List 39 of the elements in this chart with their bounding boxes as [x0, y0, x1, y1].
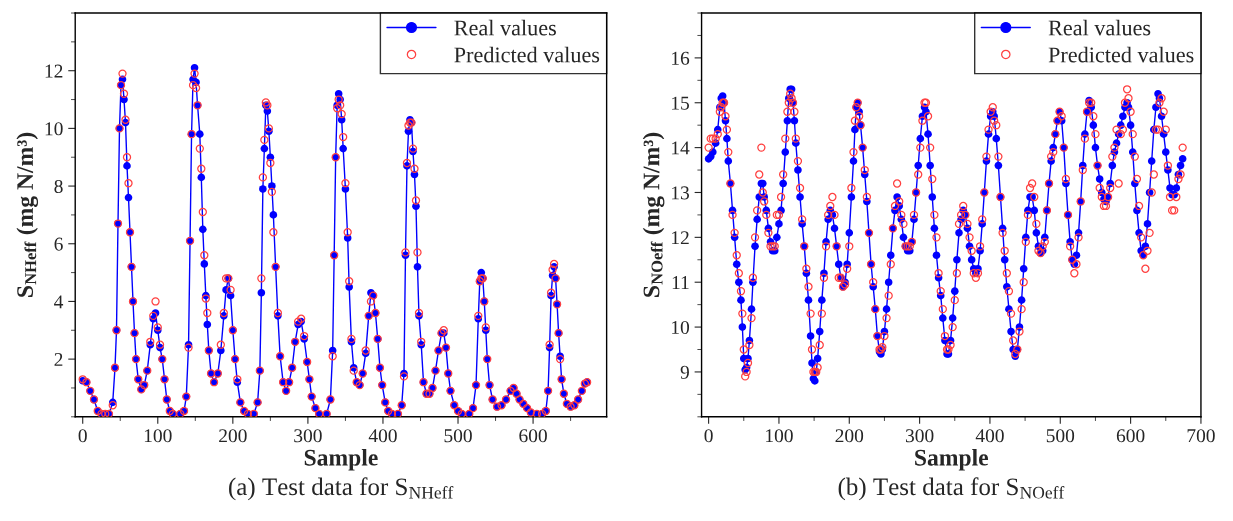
- y-tick-label: 9: [680, 365, 689, 379]
- text: (b) Test data for S$_{NOeff}$: [838, 477, 1065, 501]
- y-tick-label: 8: [54, 179, 63, 194]
- x-tick-label: 500: [444, 429, 472, 443]
- legend-label: Predicted values: [454, 46, 600, 63]
- x-tick-label: 400: [975, 429, 1004, 443]
- y-tick-label: 4: [54, 295, 64, 309]
- x-tick-label: 300: [905, 429, 934, 443]
- y-axis-title: S$_{NHeff}$ (mg N/m³): [16, 132, 39, 297]
- y-tick-label: 12: [45, 64, 63, 78]
- x-tick-label: 300: [294, 429, 322, 443]
- y-tick-label: 12: [672, 231, 689, 245]
- y-axis-title: S$_{NOeff}$ (mg N/m³): [642, 132, 665, 297]
- legend-label: Real values: [1048, 19, 1151, 36]
- y-tick-label: 2: [54, 352, 63, 366]
- x-axis-title: Sample: [304, 449, 378, 471]
- x-tick-label: 600: [519, 429, 547, 443]
- x-tick-label: 200: [835, 429, 864, 443]
- x-tick-label: 700: [1187, 429, 1215, 443]
- y-tick-label: 13: [672, 186, 690, 200]
- text: (a) Test data for S$_{NHeff}$: [229, 477, 454, 501]
- y-tick-label: 16: [672, 51, 690, 65]
- x-tick-label: 200: [219, 429, 247, 443]
- x-tick-label: 0: [78, 429, 87, 443]
- x-tick-label: 400: [368, 429, 397, 443]
- x-tick-label: 600: [1116, 429, 1145, 443]
- x-tick-label: 100: [766, 429, 793, 443]
- y-tick-label: 10: [672, 320, 690, 335]
- y-tick-label: 15: [672, 96, 690, 110]
- y-tick-label: 11: [672, 276, 689, 289]
- x-axis-title: Sample: [915, 449, 989, 471]
- x-tick-label: 0: [704, 429, 713, 443]
- y-tick-label: 10: [45, 122, 63, 136]
- y-tick-label: 14: [672, 141, 690, 155]
- legend-label: Real values: [454, 19, 556, 36]
- x-tick-label: 100: [144, 429, 172, 443]
- legend-label: Predicted values: [1048, 46, 1194, 63]
- y-tick-label: 6: [54, 237, 63, 251]
- x-tick-label: 500: [1046, 429, 1075, 443]
